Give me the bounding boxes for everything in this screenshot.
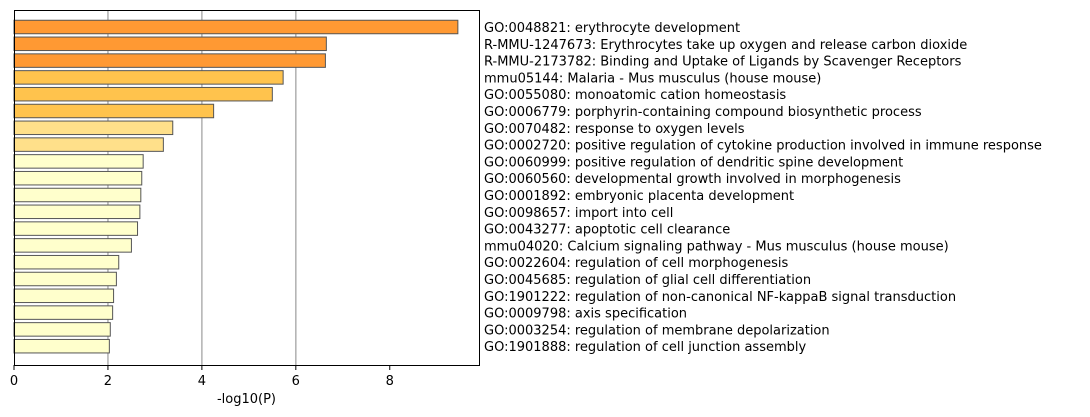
bar bbox=[13, 36, 327, 52]
bar bbox=[13, 170, 143, 186]
bar bbox=[13, 322, 111, 337]
bar bbox=[13, 19, 459, 35]
x-tick-label: 6 bbox=[292, 374, 300, 389]
x-tick-label: 8 bbox=[386, 374, 394, 389]
bars bbox=[13, 19, 459, 354]
category-label: GO:0045685: regulation of glial cell dif… bbox=[484, 273, 811, 288]
category-label: GO:1901888: regulation of cell junction … bbox=[484, 340, 807, 355]
category-label: GO:0002720: positive regulation of cytok… bbox=[484, 139, 1042, 154]
x-tick-label: 2 bbox=[104, 374, 112, 389]
category-label: GO:0009798: axis specification bbox=[484, 307, 687, 322]
category-label: GO:0003254: regulation of membrane depol… bbox=[484, 323, 830, 338]
bar bbox=[13, 254, 120, 270]
x-axis-ticks: 0 2 4 6 8 bbox=[10, 365, 394, 389]
bar bbox=[13, 120, 174, 136]
bar bbox=[13, 271, 117, 287]
bar bbox=[13, 103, 215, 119]
category-label: R-MMU-1247673: Erythrocytes take up oxyg… bbox=[484, 38, 967, 53]
category-label: mmu04020: Calcium signaling pathway - Mu… bbox=[484, 239, 949, 254]
bar bbox=[13, 86, 273, 102]
category-label: GO:0001892: embryonic placenta developme… bbox=[484, 189, 794, 204]
category-label: mmu05144: Malaria - Mus musculus (house … bbox=[484, 71, 821, 86]
category-label: GO:0048821: erythrocyte development bbox=[484, 21, 740, 36]
bar bbox=[13, 305, 114, 320]
bar bbox=[13, 288, 115, 304]
category-label: R-MMU-2173782: Binding and Uptake of Lig… bbox=[484, 55, 962, 70]
x-tick-label: 0 bbox=[10, 374, 18, 389]
bar bbox=[13, 238, 132, 253]
category-label: GO:0098657: import into cell bbox=[484, 206, 673, 221]
bar bbox=[13, 53, 326, 68]
x-axis-label: -log10(P) bbox=[217, 392, 276, 407]
category-label: GO:1901222: regulation of non-canonical … bbox=[484, 290, 956, 305]
category-labels: GO:0048821: erythrocyte development R-MMU… bbox=[484, 21, 1042, 355]
bar bbox=[13, 154, 144, 169]
category-label: GO:0006779: porphyrin-containing compoun… bbox=[484, 105, 922, 120]
category-label: GO:0060560: developmental growth involve… bbox=[484, 172, 901, 187]
plot-frame bbox=[14, 10, 480, 366]
bar bbox=[13, 221, 139, 236]
category-label: GO:0043277: apoptotic cell clearance bbox=[484, 223, 730, 238]
category-label: GO:0070482: response to oxygen levels bbox=[484, 122, 745, 137]
category-label: GO:0060999: positive regulation of dendr… bbox=[484, 155, 903, 170]
category-label: GO:0055080: monoatomic cation homeostasi… bbox=[484, 88, 786, 103]
bar bbox=[13, 338, 110, 354]
bar bbox=[13, 70, 284, 85]
x-tick-label: 4 bbox=[198, 374, 206, 389]
bar bbox=[13, 204, 141, 220]
bar bbox=[13, 187, 142, 203]
bar bbox=[13, 137, 164, 152]
category-label: GO:0022604: regulation of cell morphogen… bbox=[484, 256, 788, 271]
